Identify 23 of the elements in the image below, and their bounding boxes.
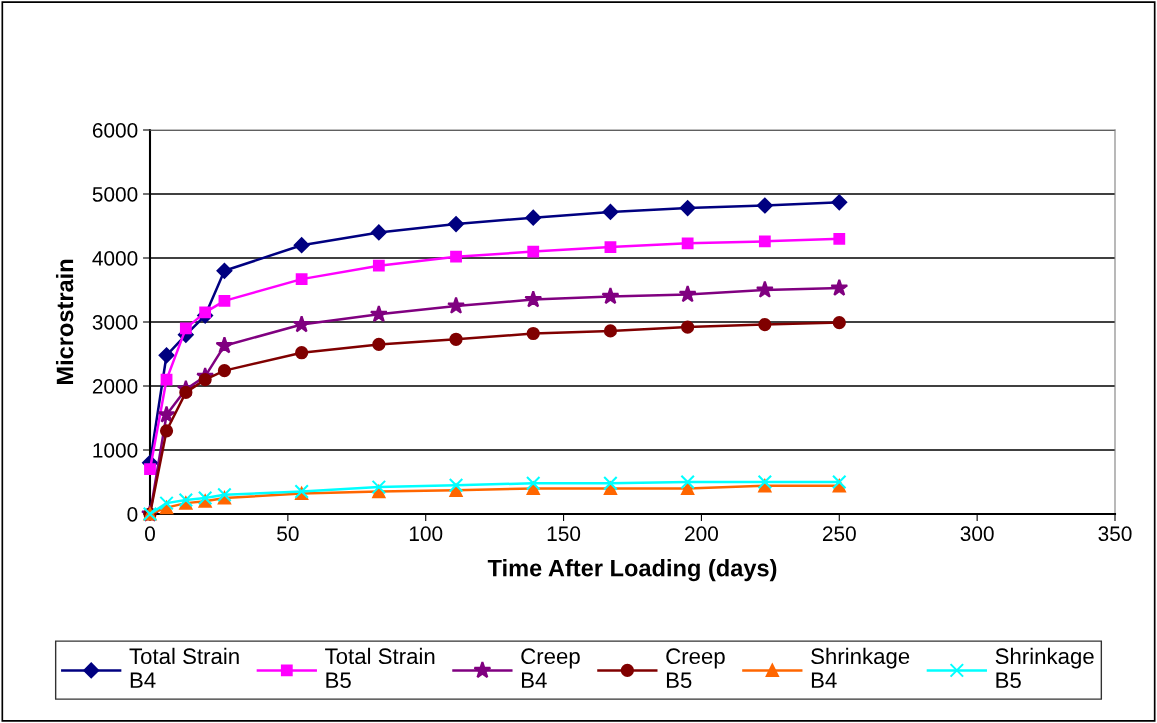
x-tick-label: 200 [685, 526, 718, 542]
x-tick-label: 50 [277, 526, 299, 542]
y-axis-title: Microstrain [55, 259, 74, 385]
y-tick-label: 4000 [92, 251, 138, 266]
x-tick-label: 100 [409, 526, 443, 542]
x-tick-label: 300 [960, 526, 994, 542]
y-tick-label: 6000 [92, 123, 138, 138]
y-tick-label: 1000 [93, 443, 138, 458]
x-axis-title: Time After Loading (days) [487, 559, 777, 582]
y-tick-label: 2000 [92, 379, 138, 394]
y-tick-label: 3000 [92, 315, 138, 330]
legend-label: Creep B5 [666, 648, 725, 689]
legend-label: Creep B4 [521, 648, 580, 688]
legend-label: Shrinkage B4 [811, 647, 910, 688]
legend-label: Shrinkage B5 [995, 647, 1094, 689]
x-tick-label: 350 [1098, 526, 1132, 542]
y-tick-label: 5000 [92, 187, 138, 202]
y-tick-label: 0 [127, 507, 138, 522]
x-tick-label: 0 [145, 526, 155, 542]
legend-label: Total Strain B5 [325, 647, 435, 689]
x-tick-label: 250 [822, 526, 856, 542]
legend-label: Total Strain B4 [129, 647, 239, 688]
x-tick-label: 150 [547, 526, 581, 542]
